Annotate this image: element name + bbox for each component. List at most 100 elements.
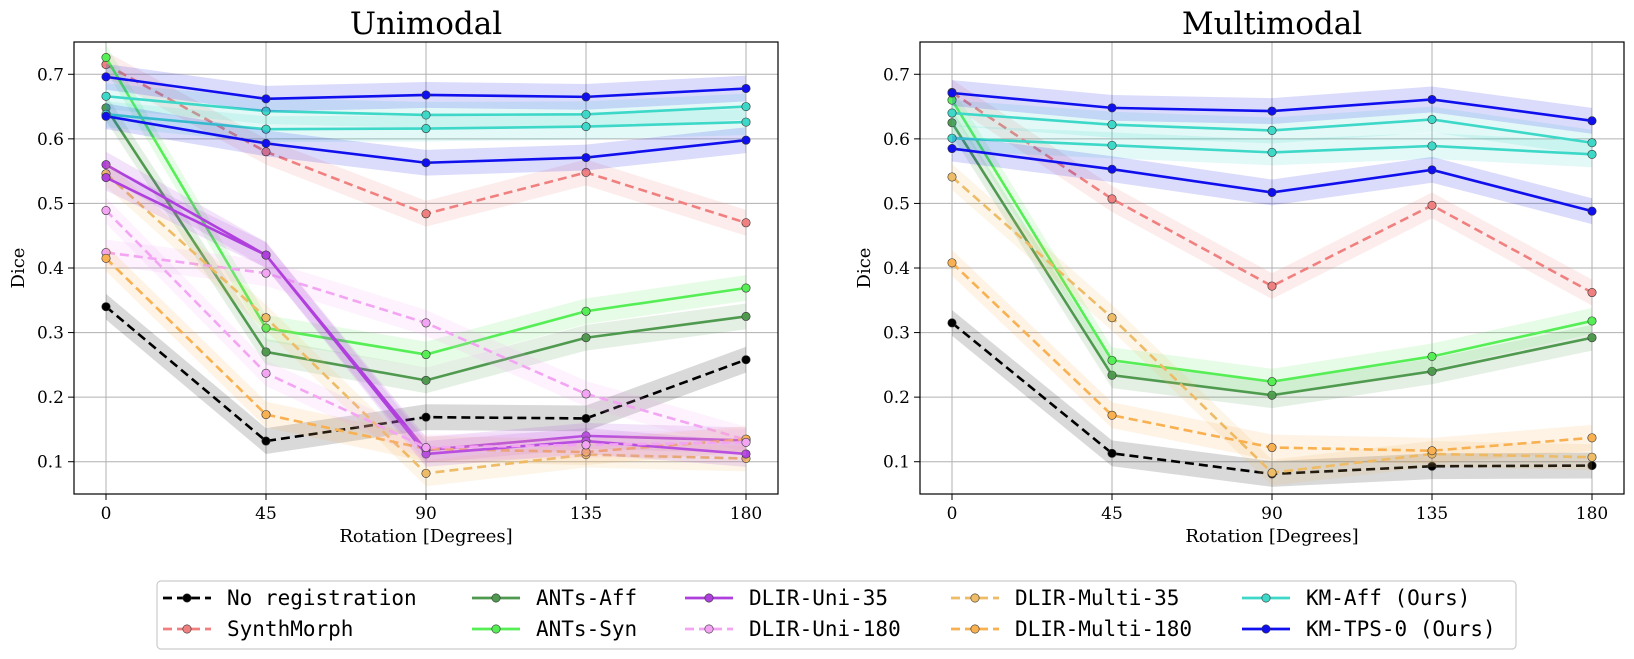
- legend-label: ANTs-Syn: [536, 617, 637, 641]
- panel-unimodal: 0 45 90 135 180 0.1 0.2 0.3 0.4 0.5 0.6 0.7 Unimodal…: [8, 6, 779, 547]
- y-tick-label: 0.4: [883, 259, 910, 279]
- y-tick-label: 0.7: [883, 65, 910, 85]
- series-dlir-multi-35: [101, 160, 751, 487]
- data-point: [1267, 106, 1277, 116]
- data-point: [741, 283, 751, 293]
- y-tick-label: 0.4: [37, 259, 64, 279]
- legend-entry-dlir-multi-180: DLIR-Multi-180: [951, 617, 1192, 641]
- data-point: [1427, 366, 1437, 376]
- data-point: [101, 173, 111, 183]
- data-point: [741, 102, 751, 112]
- legend-marker: [1261, 593, 1271, 603]
- data-point: [261, 250, 271, 260]
- series-dlir-uni-180: [101, 239, 751, 453]
- legend-entry-km-aff-ours: KM-Aff (Ours): [1242, 586, 1470, 610]
- data-point: [421, 375, 431, 385]
- data-point: [1587, 116, 1597, 126]
- legend-marker: [970, 593, 980, 603]
- data-point: [581, 109, 591, 119]
- legend-marker: [491, 593, 501, 603]
- legend-label: DLIR-Multi-180: [1015, 617, 1192, 641]
- data-point: [1107, 355, 1117, 365]
- data-point: [741, 437, 751, 447]
- data-point: [1427, 351, 1437, 361]
- data-point: [741, 135, 751, 145]
- data-point: [581, 167, 591, 177]
- data-point: [947, 88, 957, 98]
- data-point: [581, 389, 591, 399]
- data-point: [741, 311, 751, 321]
- data-point: [1267, 281, 1277, 291]
- data-point: [421, 209, 431, 219]
- data-point: [1267, 147, 1277, 157]
- series-band-km-tps-0-ours: [952, 135, 1592, 225]
- data-point: [1107, 120, 1117, 130]
- series-band-dlir-uni-180: [106, 197, 746, 461]
- data-point: [1427, 446, 1437, 456]
- data-point: [261, 323, 271, 333]
- data-point: [1107, 410, 1117, 420]
- series-km-aff-ours: [947, 125, 1597, 168]
- data-point: [1427, 200, 1437, 210]
- series-km-tps-0-ours: [101, 103, 751, 176]
- series-km-tps-0-ours: [947, 80, 1597, 134]
- x-axis-label: Rotation [Degrees]: [339, 526, 512, 547]
- data-point: [1107, 448, 1117, 458]
- data-point: [101, 52, 111, 62]
- data-point: [421, 124, 431, 134]
- data-point: [1267, 125, 1277, 135]
- series-ants-syn: [101, 44, 751, 368]
- x-tick-label: 180: [1576, 504, 1608, 524]
- legend-marker: [704, 624, 714, 634]
- data-point: [101, 206, 111, 216]
- y-tick-label: 0.3: [37, 324, 64, 344]
- legend-marker: [182, 593, 192, 603]
- data-point: [1267, 443, 1277, 453]
- series-km-aff-ours: [947, 100, 1597, 156]
- series-dlir-multi-180: [947, 249, 1597, 464]
- legend-label: ANTs-Aff: [536, 586, 637, 610]
- data-point: [1587, 333, 1597, 343]
- x-tick-label: 135: [570, 504, 602, 524]
- data-point: [741, 218, 751, 228]
- data-point: [581, 306, 591, 316]
- data-point: [1587, 138, 1597, 148]
- series-km-tps-0-ours: [101, 63, 751, 112]
- legend-entry-dlir-uni-180: DLIR-Uni-180: [685, 617, 901, 641]
- data-point: [581, 440, 591, 450]
- legend-marker: [970, 624, 980, 634]
- x-tick-label: 90: [1261, 504, 1283, 524]
- series-dlir-multi-35: [947, 164, 1597, 486]
- legend-label: KM-Aff (Ours): [1306, 586, 1470, 610]
- series-band-dlir-multi-35: [952, 164, 1592, 486]
- data-point: [1107, 194, 1117, 204]
- legend-marker: [491, 624, 501, 634]
- data-point: [261, 138, 271, 148]
- y-tick-label: 0.1: [37, 453, 64, 473]
- data-point: [101, 72, 111, 82]
- data-point: [421, 90, 431, 100]
- x-tick-label: 90: [415, 504, 437, 524]
- data-point: [947, 172, 957, 182]
- data-point: [261, 347, 271, 357]
- data-point: [1107, 370, 1117, 380]
- data-point: [101, 160, 111, 170]
- data-point: [1267, 377, 1277, 387]
- series-ants-syn: [947, 87, 1597, 395]
- series-band-no-registration: [106, 293, 746, 454]
- data-point: [261, 124, 271, 134]
- series-synthmorph: [101, 51, 751, 236]
- series-line-dlir-uni-180: [105, 209, 747, 449]
- panel-multimodal: 0 45 90 135 180 0.1 0.2 0.3 0.4 0.5 0.6 0.7 Multimod…: [854, 6, 1625, 547]
- y-tick-label: 0.5: [883, 194, 910, 214]
- data-point: [101, 91, 111, 101]
- x-tick-label: 135: [1416, 504, 1448, 524]
- legend-label: DLIR-Uni-180: [749, 617, 901, 641]
- y-tick-label: 0.5: [37, 194, 64, 214]
- data-point: [101, 302, 111, 312]
- y-tick-label: 0.1: [883, 453, 910, 473]
- series-km-aff-ours: [101, 83, 751, 128]
- y-tick-label: 0.6: [37, 130, 64, 150]
- data-point: [947, 133, 957, 143]
